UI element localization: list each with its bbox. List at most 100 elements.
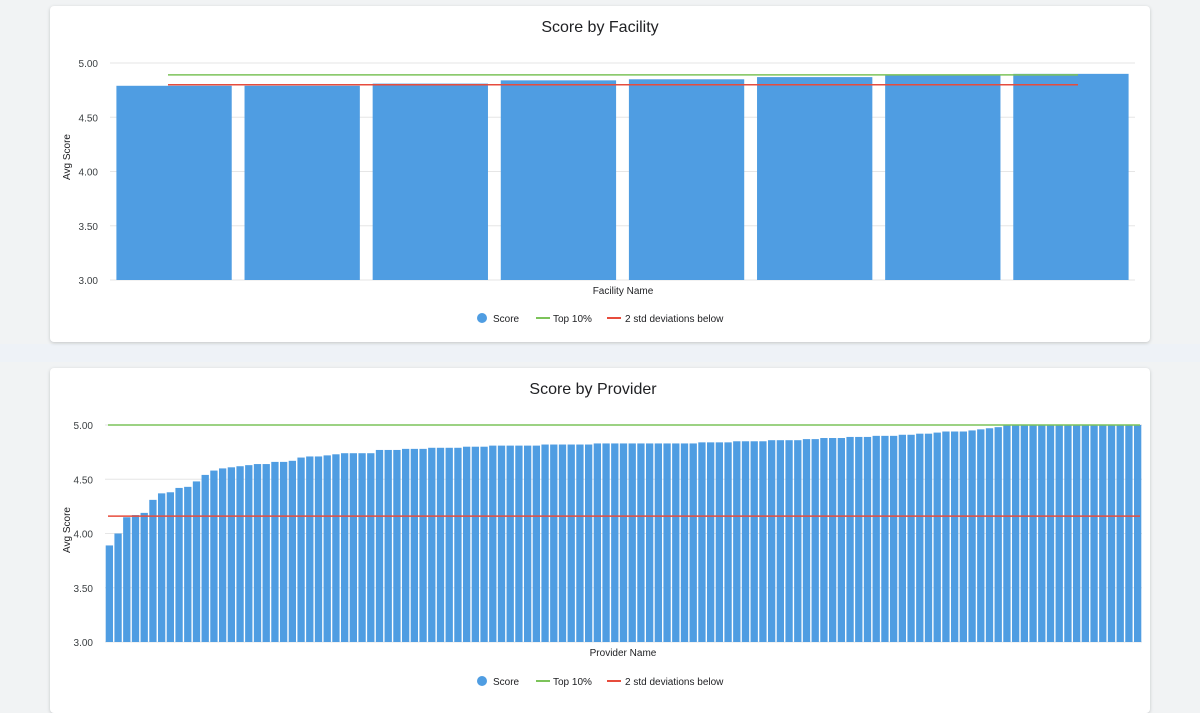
bar xyxy=(523,445,532,642)
bar xyxy=(116,85,232,280)
bar xyxy=(759,441,767,642)
bar xyxy=(454,447,462,642)
bar xyxy=(750,441,758,642)
bar xyxy=(500,80,617,280)
bar xyxy=(306,456,314,642)
bar xyxy=(184,486,192,642)
bar xyxy=(794,440,802,642)
bar xyxy=(340,453,349,642)
bar xyxy=(244,85,360,280)
bar xyxy=(916,433,924,642)
bar xyxy=(157,493,166,642)
bar xyxy=(1020,425,1029,642)
bar xyxy=(428,447,436,642)
bar xyxy=(881,435,889,642)
bar xyxy=(410,448,419,642)
facility-chart-card: Score by Facility 5.00 4.50 4.00 3.50 3.00 A… xyxy=(50,6,1150,342)
bar xyxy=(907,434,915,642)
bar xyxy=(375,449,384,642)
bar xyxy=(863,436,872,642)
bar xyxy=(236,466,244,642)
bar xyxy=(245,465,253,642)
bar xyxy=(288,460,297,642)
bar xyxy=(114,533,122,642)
bar xyxy=(1011,425,1020,642)
bar xyxy=(828,438,837,642)
bar xyxy=(846,436,854,642)
bar xyxy=(192,481,201,642)
bar xyxy=(123,517,131,642)
bar xyxy=(611,443,619,642)
bar xyxy=(855,436,863,642)
bar xyxy=(724,442,732,642)
bar xyxy=(401,448,410,642)
bar xyxy=(811,439,819,642)
bar xyxy=(637,443,645,642)
bar xyxy=(924,433,933,642)
x-axis-label: Facility Name xyxy=(593,286,654,297)
legend-std-label: 2 std deviations below xyxy=(625,314,724,325)
bar xyxy=(1133,425,1142,642)
bar xyxy=(358,453,366,642)
bar xyxy=(689,443,697,642)
bar xyxy=(253,464,262,642)
bar xyxy=(1029,425,1037,642)
bar xyxy=(515,445,523,642)
bar xyxy=(994,427,1002,642)
bar xyxy=(558,444,567,642)
bar xyxy=(715,442,724,642)
y-tick-label: 3.50 xyxy=(74,584,94,595)
bar xyxy=(1046,425,1055,642)
bar xyxy=(550,444,558,642)
bar xyxy=(1013,73,1129,280)
bar xyxy=(279,461,288,642)
bar xyxy=(349,453,358,642)
bar xyxy=(645,443,654,642)
bar xyxy=(885,74,1001,280)
legend: Score Top 10% 2 std deviations below xyxy=(477,313,724,325)
chart-title: Score by Provider xyxy=(529,381,657,398)
bar xyxy=(131,515,140,642)
bar xyxy=(297,457,305,642)
bar xyxy=(323,455,331,642)
x-axis-label: Provider Name xyxy=(590,648,657,659)
bar xyxy=(1125,425,1133,642)
bar xyxy=(889,435,898,642)
bar xyxy=(271,461,279,642)
legend-score-marker xyxy=(477,313,487,323)
bar xyxy=(218,468,227,642)
bar xyxy=(227,467,236,642)
y-tick-label: 3.50 xyxy=(79,222,99,233)
bar xyxy=(933,432,941,642)
bar xyxy=(367,453,375,642)
bar xyxy=(985,428,994,642)
bar xyxy=(201,474,209,642)
bar xyxy=(1081,425,1090,642)
bar xyxy=(480,446,488,642)
y-tick-label: 4.00 xyxy=(79,168,99,179)
bar xyxy=(384,449,392,642)
bar xyxy=(1003,425,1011,642)
legend-score-marker xyxy=(477,676,487,686)
y-tick-label: 4.00 xyxy=(74,530,94,541)
bar xyxy=(332,454,340,642)
bar xyxy=(471,446,480,642)
bar xyxy=(602,443,610,642)
bar xyxy=(942,431,950,642)
bar xyxy=(419,448,427,642)
bar xyxy=(532,445,541,642)
bar xyxy=(210,470,218,642)
bar xyxy=(541,444,549,642)
bar xyxy=(1055,425,1063,642)
bar xyxy=(1064,425,1072,642)
bar xyxy=(776,440,785,642)
bar xyxy=(1038,425,1046,642)
bar xyxy=(462,446,471,642)
bar xyxy=(872,435,880,642)
bar xyxy=(628,443,636,642)
bar xyxy=(1107,425,1116,642)
bar xyxy=(506,445,514,642)
provider-chart-card: Score by Provider 5.00 4.50 4.00 3.50 3.00 A… xyxy=(50,368,1150,713)
y-tick-label: 3.00 xyxy=(79,276,99,287)
bar xyxy=(489,445,497,642)
